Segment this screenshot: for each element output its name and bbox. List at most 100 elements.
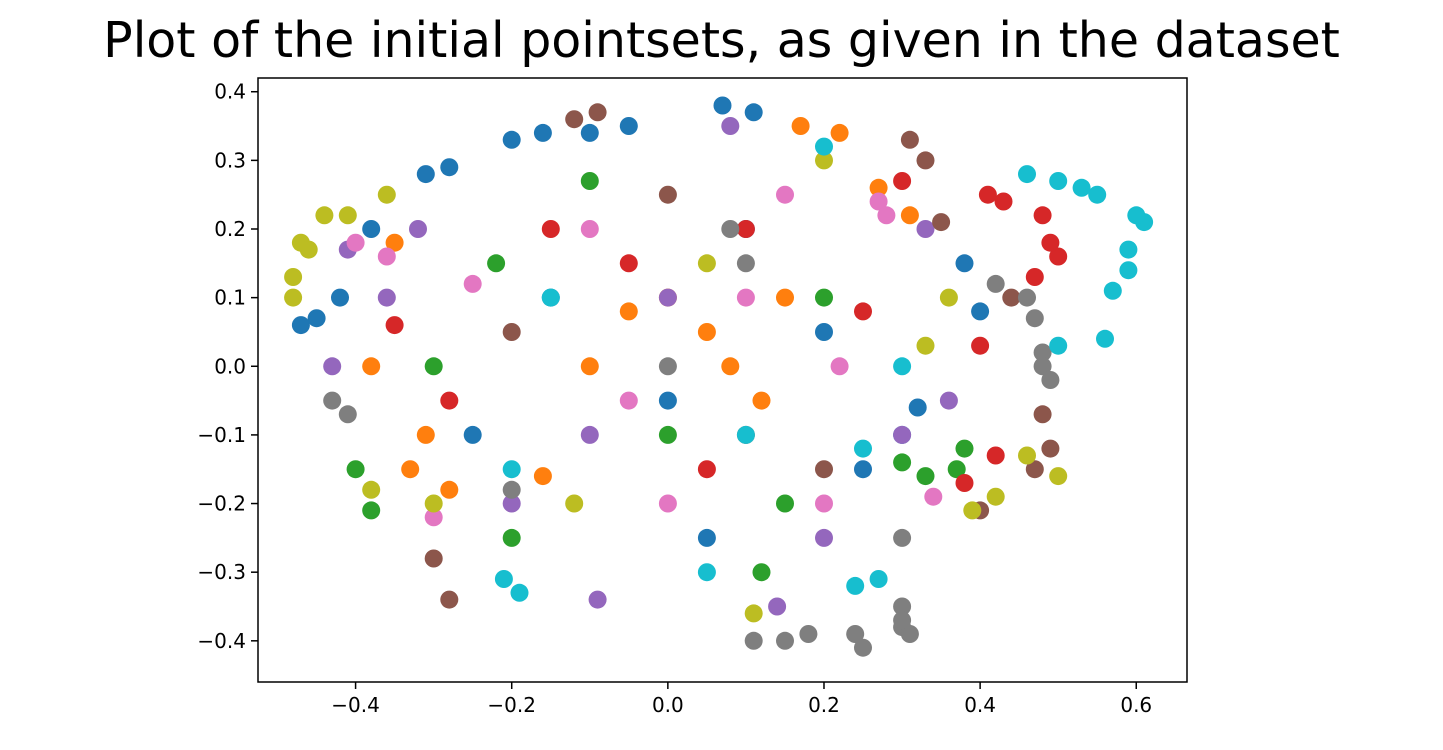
point-series-9-7: [1018, 165, 1036, 184]
point-series-7-16: [736, 254, 755, 273]
point-series-5-8: [588, 103, 607, 122]
point-series-5-1: [1041, 439, 1060, 458]
point-series-1-13: [440, 480, 459, 499]
point-series-3-11: [854, 302, 872, 321]
point-series-9-11: [846, 576, 865, 595]
point-series-0-8: [971, 302, 990, 321]
point-series-0-5: [291, 316, 310, 335]
point-series-7-15: [658, 357, 677, 376]
point-series-9-14: [494, 570, 513, 588]
point-series-2-0: [346, 460, 365, 479]
point-series-3-16: [619, 254, 638, 273]
x-tick-label: 0.4: [964, 693, 996, 717]
point-series-6-13: [619, 391, 638, 410]
chart-title: Plot of the initial pointsets, as given …: [103, 12, 1340, 69]
point-series-2-9: [580, 172, 599, 190]
point-series-6-10: [658, 494, 677, 513]
point-series-2-7: [424, 357, 443, 376]
point-series-3-8: [440, 391, 459, 410]
point-series-8-14: [697, 254, 716, 273]
point-series-5-5: [900, 130, 919, 149]
point-series-1-9: [752, 391, 771, 410]
point-series-7-14: [323, 391, 342, 410]
point-series-0-2: [502, 130, 521, 149]
point-series-3-3: [1041, 233, 1060, 252]
point-series-6-5: [580, 220, 599, 238]
point-series-8-17: [916, 336, 935, 355]
point-series-7-10: [1033, 343, 1052, 362]
point-series-0-19: [815, 323, 833, 341]
point-series-6-0: [346, 233, 365, 252]
point-series-9-13: [510, 583, 529, 602]
point-series-5-13: [815, 460, 833, 479]
point-series-8-8: [986, 487, 1005, 506]
point-series-7-0: [846, 625, 865, 643]
point-series-5-14: [658, 185, 677, 204]
point-series-4-4: [916, 220, 935, 238]
y-tick-label: 0.0: [214, 354, 246, 378]
point-series-7-17: [502, 480, 521, 499]
point-series-2-11: [776, 494, 794, 513]
y-tick-label: −0.3: [197, 560, 246, 584]
point-series-8-7: [1018, 446, 1036, 465]
point-series-3-1: [1033, 206, 1052, 225]
point-series-1-14: [776, 288, 794, 307]
x-tick-label: −0.2: [487, 693, 536, 717]
point-series-9-20: [541, 288, 560, 307]
point-series-8-12: [377, 185, 396, 204]
point-series-3-14: [697, 460, 716, 479]
point-series-8-15: [565, 494, 584, 513]
x-tick-label: −0.4: [331, 693, 380, 717]
point-series-1-1: [830, 123, 849, 142]
point-series-8-18: [424, 494, 443, 513]
point-series-9-12: [869, 570, 888, 588]
point-series-2-10: [658, 425, 677, 444]
point-series-2-13: [916, 467, 935, 486]
point-series-3-2: [1025, 268, 1044, 286]
point-series-1-10: [869, 178, 888, 197]
point-series-1-16: [721, 357, 740, 376]
points-layer: [284, 96, 1154, 657]
point-series-4-5: [409, 220, 427, 238]
point-series-1-5: [401, 460, 420, 479]
point-series-3-9: [736, 220, 755, 238]
point-series-9-8: [1103, 281, 1122, 300]
point-series-4-11: [815, 528, 833, 547]
point-series-9-21: [854, 439, 872, 458]
point-series-3-12: [893, 172, 912, 190]
y-tick-label: −0.1: [197, 423, 246, 447]
point-series-0-21: [697, 528, 716, 547]
point-series-7-3: [900, 625, 919, 643]
ticks-layer: −0.4 −0.2 0.0 0.2 0.4 0.6 0.4 0.3 0.2 0.1 0.0 −0.1 −…: [197, 80, 1152, 717]
point-series-4-13: [939, 391, 958, 410]
point-series-4-1: [323, 357, 342, 376]
point-series-2-1: [362, 501, 381, 520]
point-series-0-4: [307, 309, 326, 328]
point-series-9-2: [1119, 240, 1138, 259]
point-series-7-20: [986, 274, 1005, 293]
point-series-2-8: [815, 288, 833, 307]
point-series-7-12: [1041, 371, 1060, 389]
point-series-8-11: [939, 288, 958, 307]
y-tick-label: 0.3: [214, 148, 246, 172]
point-series-1-8: [580, 357, 599, 376]
point-series-1-4: [416, 425, 435, 444]
point-series-0-20: [463, 425, 482, 444]
point-series-0-15: [854, 460, 872, 479]
point-series-3-4: [978, 185, 997, 204]
point-series-8-1: [284, 268, 303, 286]
point-series-7-1: [854, 638, 872, 657]
point-series-5-10: [565, 110, 584, 129]
point-series-5-7: [424, 549, 443, 568]
point-series-9-4: [1088, 185, 1107, 204]
point-series-6-8: [463, 274, 482, 293]
point-series-9-5: [1072, 178, 1091, 197]
point-series-3-0: [1049, 247, 1068, 266]
y-tick-label: 0.4: [214, 80, 246, 104]
point-series-1-3: [362, 357, 381, 376]
point-series-4-6: [721, 117, 740, 135]
point-series-4-2: [588, 590, 607, 609]
y-tick-label: −0.4: [197, 629, 246, 653]
point-series-4-9: [658, 288, 677, 307]
